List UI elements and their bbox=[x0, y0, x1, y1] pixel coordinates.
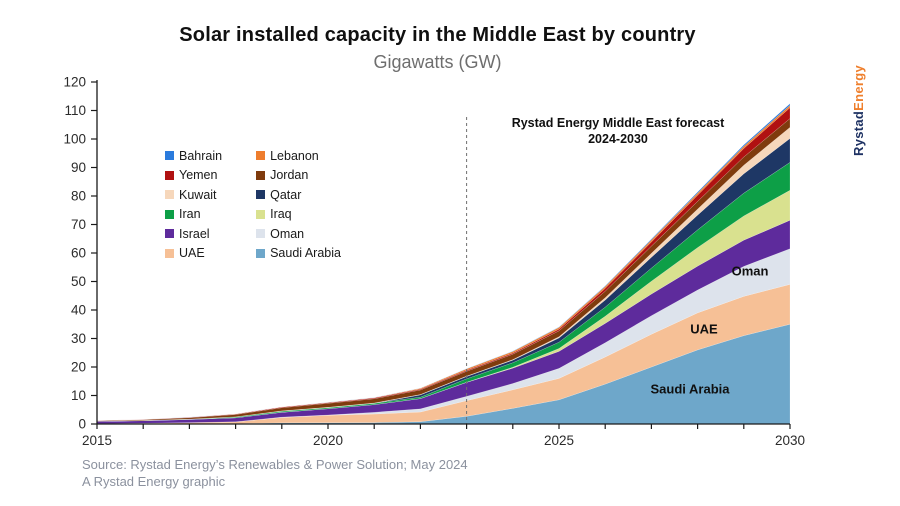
legend-label: Yemen bbox=[179, 168, 218, 183]
credit-line: A Rystad Energy graphic bbox=[82, 474, 226, 489]
legend-item-iran: Iran bbox=[165, 205, 222, 225]
y-tick-label: 100 bbox=[63, 132, 86, 147]
y-tick-label: 50 bbox=[71, 274, 86, 289]
forecast-annotation: Rystad Energy Middle East forecast 2024-… bbox=[458, 115, 778, 147]
legend-label: Qatar bbox=[270, 187, 302, 202]
y-tick-label: 10 bbox=[71, 388, 86, 403]
legend-label: Saudi Arabia bbox=[270, 246, 341, 261]
legend-item-saudi-arabia: Saudi Arabia bbox=[256, 244, 341, 264]
legend-label: Israel bbox=[179, 226, 210, 241]
legend-swatch-oman bbox=[256, 229, 266, 239]
area-uae bbox=[96, 284, 791, 425]
chart-legend: Bahrain Yemen Kuwait Iran Israel UAE Lebanon Jo… bbox=[165, 146, 341, 263]
y-tick-label: 80 bbox=[71, 189, 86, 204]
legend-swatch-israel bbox=[165, 229, 174, 239]
area-jordan bbox=[96, 117, 791, 422]
x-tick-label: 2025 bbox=[544, 433, 574, 448]
forecast-annotation-line2: 2024-2030 bbox=[588, 132, 648, 146]
legend-swatch-qatar bbox=[256, 190, 266, 200]
y-tick-label: 60 bbox=[71, 246, 86, 261]
legend-column: Bahrain Yemen Kuwait Iran Israel UAE bbox=[165, 146, 222, 263]
chart-subtitle: Gigawatts (GW) bbox=[373, 52, 502, 72]
area-iraq bbox=[96, 189, 791, 422]
area-lebanon bbox=[96, 104, 791, 421]
legend-swatch-kuwait bbox=[165, 190, 174, 200]
area-label-oman: Oman bbox=[731, 263, 769, 279]
y-tick-label: 90 bbox=[71, 160, 86, 175]
y-tick-label: 40 bbox=[71, 303, 86, 318]
area-label-saudi-arabia: Saudi Arabia bbox=[650, 381, 730, 397]
legend-swatch-iran bbox=[165, 209, 174, 219]
y-tick-label: 70 bbox=[71, 217, 86, 232]
area-label-uae: UAE bbox=[690, 321, 718, 337]
legend-label: Kuwait bbox=[179, 187, 217, 202]
legend-label: Iraq bbox=[270, 207, 292, 222]
chart-footer: Source: Rystad Energy’s Renewables & Pow… bbox=[82, 456, 468, 490]
legend-item-oman: Oman bbox=[256, 224, 341, 244]
y-tick-label: 20 bbox=[71, 360, 86, 375]
legend-label: Oman bbox=[270, 226, 305, 241]
legend-item-bahrain: Bahrain bbox=[165, 146, 222, 166]
y-tick-label: 30 bbox=[71, 331, 86, 346]
area-qatar bbox=[96, 137, 791, 422]
forecast-annotation-line1: Rystad Energy Middle East forecast bbox=[511, 116, 725, 130]
legend-label: Jordan bbox=[270, 168, 309, 183]
legend-item-uae: UAE bbox=[165, 244, 222, 264]
legend-swatch-jordan bbox=[256, 170, 266, 180]
legend-item-israel: Israel bbox=[165, 224, 222, 244]
legend-label: UAE bbox=[179, 246, 205, 261]
legend-label: Lebanon bbox=[270, 148, 319, 163]
legend-item-kuwait: Kuwait bbox=[165, 185, 222, 205]
legend-swatch-bahrain bbox=[165, 151, 174, 161]
legend-swatch-yemen bbox=[165, 170, 174, 180]
x-tick-label: 2015 bbox=[82, 433, 112, 448]
legend-label: Iran bbox=[179, 207, 201, 222]
legend-label: Bahrain bbox=[179, 148, 223, 163]
legend-swatch-uae bbox=[165, 248, 174, 258]
legend-item-iraq: Iraq bbox=[256, 205, 341, 225]
y-tick-label: 0 bbox=[78, 417, 86, 432]
x-tick-label: 2020 bbox=[313, 433, 343, 448]
x-tick-label: 2030 bbox=[775, 433, 805, 448]
page-title: Solar installed capacity in the Middle E… bbox=[179, 24, 696, 46]
y-tick-label: 120 bbox=[63, 75, 86, 90]
legend-swatch-lebanon bbox=[256, 151, 266, 161]
area-bahrain bbox=[96, 103, 791, 421]
legend-item-lebanon: Lebanon bbox=[256, 146, 341, 166]
legend-item-qatar: Qatar bbox=[256, 185, 341, 205]
legend-item-yemen: Yemen bbox=[165, 166, 222, 186]
legend-column: Lebanon Jordan Qatar Iraq Oman Saudi Arabia bbox=[256, 146, 341, 263]
legend-item-jordan: Jordan bbox=[256, 166, 341, 186]
legend-swatch-saudi-arabia bbox=[256, 248, 266, 258]
source-line: Source: Rystad Energy’s Renewables & Pow… bbox=[82, 457, 468, 472]
y-tick-label: 110 bbox=[64, 103, 86, 118]
legend-swatch-iraq bbox=[256, 209, 266, 219]
